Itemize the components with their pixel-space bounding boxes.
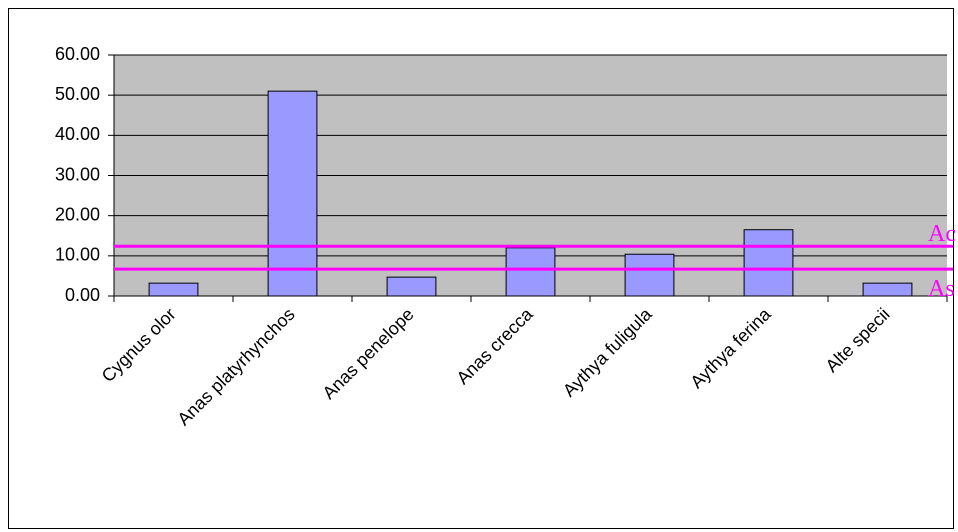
y-tick-label: 40.00 <box>55 124 100 144</box>
y-tick-label: 20.00 <box>55 204 100 224</box>
bar <box>624 253 675 297</box>
y-tick-label: 50.00 <box>55 84 100 104</box>
reference-label: As <box>928 276 955 302</box>
reference-label: Ac <box>928 221 956 247</box>
bar <box>267 90 318 297</box>
bar <box>743 229 794 297</box>
y-tick-label: 60.00 <box>55 44 100 64</box>
y-tick-label: 10.00 <box>55 245 100 265</box>
bar <box>505 247 556 297</box>
bar <box>862 282 913 297</box>
bar <box>386 276 437 297</box>
bar <box>148 282 199 297</box>
y-tick-label: 30.00 <box>55 164 100 184</box>
y-tick-label: 0.00 <box>65 285 100 305</box>
